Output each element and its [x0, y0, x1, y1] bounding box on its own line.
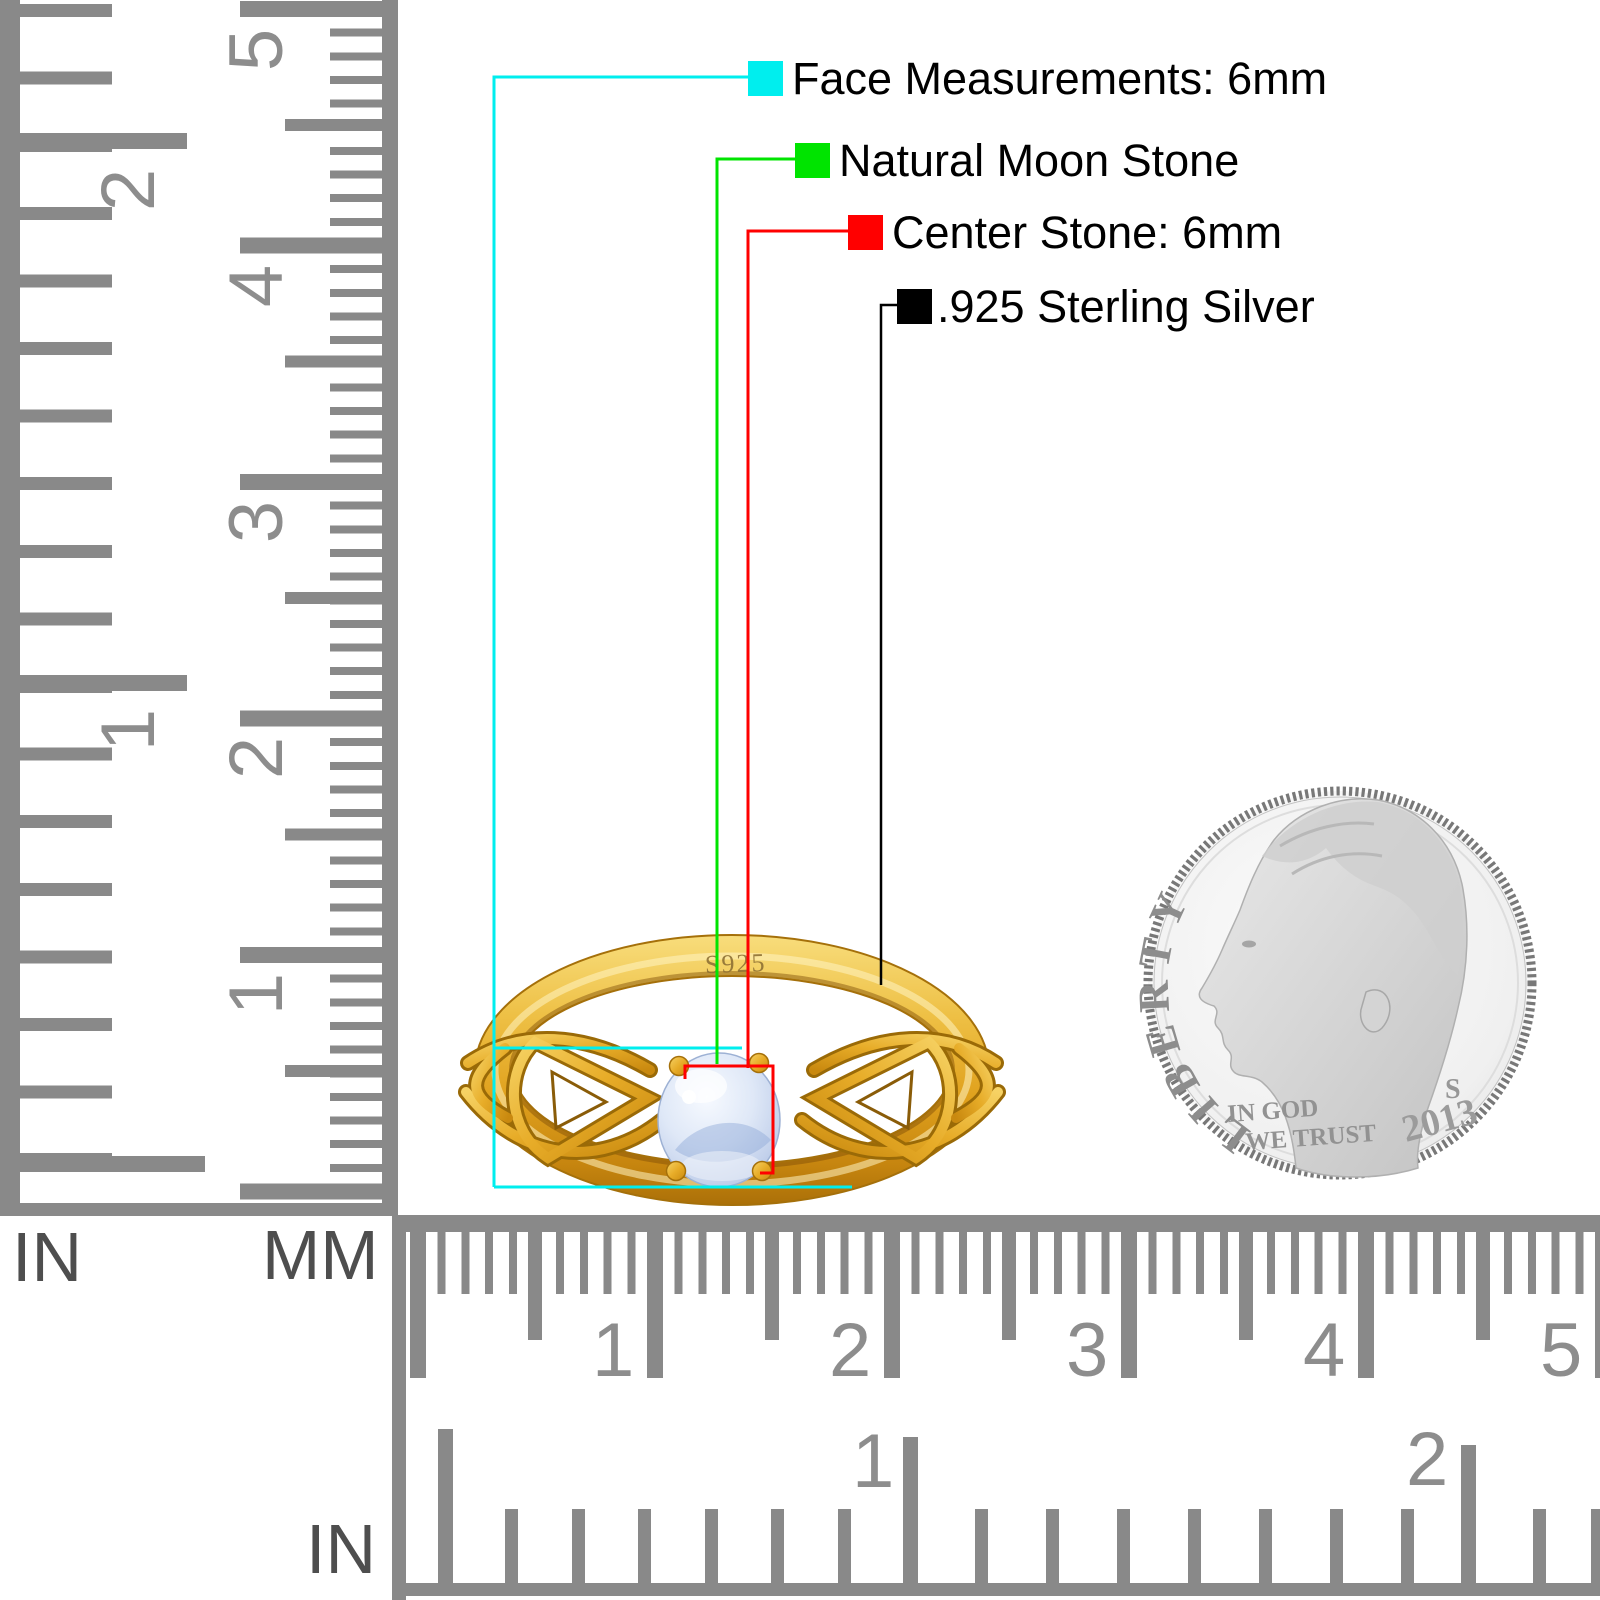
coin-mint-mark: S: [1445, 1074, 1461, 1105]
ruler-baseline-bottom: [392, 1583, 1600, 1596]
ruler-number: 1: [852, 1419, 895, 1504]
portrait-hair: [1262, 801, 1463, 976]
annotation-label: Face Measurements: 6mm: [792, 53, 1328, 104]
leader-line-center-stone: [746, 229, 848, 1068]
ruler-number: 4: [1303, 1308, 1346, 1393]
ruler-number: 1: [592, 1308, 635, 1393]
annotation-label: .925 Sterling Silver: [937, 281, 1315, 332]
ruler-inch-tick: [438, 1429, 453, 1587]
ruler-number: 5: [1540, 1308, 1583, 1393]
portrait-eye: [1242, 940, 1256, 948]
ruler-number: 2: [1406, 1417, 1449, 1502]
green-swatch-icon: [795, 143, 830, 179]
ruler-number: 2: [829, 1308, 872, 1393]
annotation-label: Center Stone: 6mm: [892, 207, 1283, 258]
portrait-ear: [1359, 989, 1391, 1033]
ruler-inch-tick: [1461, 1445, 1476, 1587]
measure-box-center-stone: [683, 1064, 775, 1175]
ruler-left-mm: 5 4 3 2 1: [214, 0, 398, 1216]
ruler-minor-ticks: [20, 0, 112, 1216]
ring-image: S925: [458, 934, 998, 1206]
leader-line-moonstone: [715, 157, 795, 1064]
ruler-inch-tick: [20, 1156, 205, 1172]
annotation-center-stone: Center Stone: 6mm: [848, 208, 1282, 258]
annotation-moonstone: Natural Moon Stone: [795, 136, 1239, 186]
ruler-inch-tick: [20, 133, 187, 149]
ruler-left-inch: 2 1: [0, 0, 206, 1216]
coin-motto-line1: IN GOD: [1227, 1095, 1320, 1128]
ring-stamp: S925: [704, 948, 766, 979]
ruler-inch-tick: [903, 1437, 918, 1587]
ruler-baseline: [0, 0, 20, 1216]
ruler-bottom: 1 2 3 4 5 1 2: [392, 1215, 1600, 1600]
black-swatch-icon: [897, 289, 932, 325]
ruler-number: 3: [1066, 1308, 1109, 1393]
ruler-inch-tick: [20, 675, 187, 691]
leader-line-sterling-silver: [879, 303, 897, 985]
unit-label-mm: MM: [262, 1216, 379, 1294]
annotation-label: Natural Moon Stone: [839, 135, 1240, 186]
leader-line-face-measurements: [492, 75, 748, 1187]
red-swatch-icon: [848, 215, 883, 251]
unit-label-inch: IN: [12, 1218, 82, 1296]
coin-image: LIBERTY IN GOD WE TRUST S 2013: [1128, 786, 1537, 1180]
ruler-mm-ticks: [392, 1232, 1600, 1382]
ruler-baseline: [382, 0, 398, 1216]
ruler-baseline: [392, 1215, 1600, 1232]
cyan-swatch-icon: [748, 61, 783, 97]
annotation-sterling-silver: .925 Sterling Silver: [897, 282, 1315, 332]
ruler-bottom-edge: [20, 1203, 392, 1216]
ruler-mm-ticks: [240, 0, 382, 1216]
annotation-face-measurements: Face Measurements: 6mm: [748, 54, 1327, 104]
unit-label-inch-bottom: IN: [306, 1510, 376, 1588]
